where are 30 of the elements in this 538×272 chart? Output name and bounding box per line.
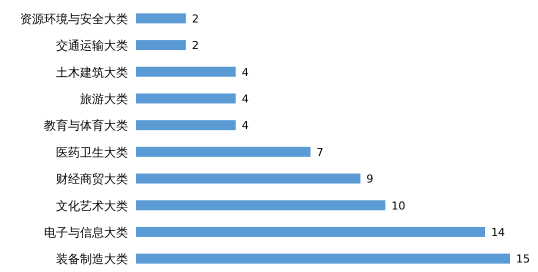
y-tick-label: 装备制造大类 (56, 252, 128, 266)
data-label: 4 (242, 92, 249, 106)
bar (136, 93, 236, 104)
data-label: 2 (192, 12, 199, 26)
data-label: 4 (242, 66, 249, 79)
bar (136, 13, 186, 24)
y-tick-label: 文化艺术大类 (56, 198, 128, 213)
y-tick-label: 交通运输大类 (56, 38, 128, 53)
bar (136, 146, 311, 157)
bar (136, 120, 236, 130)
data-label: 2 (192, 39, 199, 52)
y-tick-label: 土木建筑大类 (56, 65, 128, 80)
data-label: 14 (491, 226, 506, 239)
y-tick-label: 资源环境与安全大类 (20, 12, 128, 26)
data-label: 10 (391, 199, 406, 212)
y-tick-label: 电子与信息大类 (44, 225, 128, 240)
y-tick-label: 财经商贸大类 (56, 172, 128, 186)
y-tick-label: 医药卫生大类 (56, 145, 128, 160)
bar (136, 40, 186, 50)
bar (136, 66, 236, 77)
bar (136, 254, 510, 264)
bar (136, 226, 486, 237)
bar (136, 200, 386, 210)
y-tick-label: 教育与体育大类 (44, 118, 128, 133)
data-label: 4 (242, 119, 249, 132)
y-tick-label: 旅游大类 (80, 92, 128, 106)
data-label: 15 (516, 252, 530, 266)
data-label: 9 (366, 172, 374, 186)
data-label: 7 (316, 146, 324, 159)
bar (136, 174, 360, 184)
